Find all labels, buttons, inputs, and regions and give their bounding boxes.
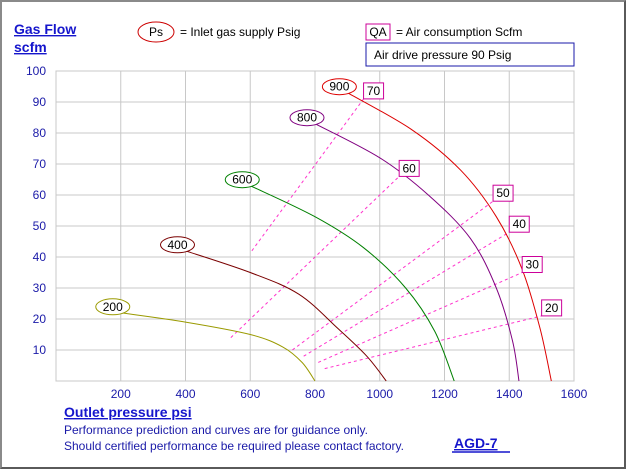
air-consumption-line: [292, 200, 494, 351]
drive-pressure-box: [365, 42, 575, 67]
air-consumption-lines: [230, 98, 542, 370]
y-tick-label: 90: [33, 95, 47, 109]
x-tick-label: 800: [305, 387, 325, 401]
flow-curve: [250, 185, 455, 382]
curve-label: 600: [232, 173, 252, 187]
air-consumption-box: [363, 82, 385, 100]
air-consumption-box: [492, 184, 514, 202]
air-consumption-line: [230, 176, 400, 338]
flow-curve: [347, 92, 552, 382]
x-tick-label: 400: [175, 387, 195, 401]
footnote-line2: Should certified performance be required…: [64, 439, 404, 453]
air-consumption-box: [508, 215, 530, 233]
air-consumption-label: 60: [402, 161, 416, 175]
x-tick-label: 600: [240, 387, 260, 401]
legend-qa-symbol: QA: [369, 25, 386, 39]
y-tick-label: 70: [33, 157, 47, 171]
curve-label: 900: [329, 80, 349, 94]
chart-svg: 10 20 30 40 50 60 70 80 90 100 200 400 600 800 1000 12…: [14, 21, 588, 453]
y-tick-label: 20: [33, 312, 47, 326]
legend-qa-box: [365, 23, 391, 41]
air-consumption-line: [251, 98, 364, 252]
y-tick-label: 10: [33, 343, 47, 357]
x-tick-label: 200: [111, 387, 131, 401]
flow-curves: [120, 92, 552, 382]
air-consumption-line: [324, 315, 542, 370]
air-consumption-label: 70: [367, 84, 381, 98]
x-tick-label: 1200: [431, 387, 458, 401]
air-consumption-box: [541, 299, 563, 317]
curve-label-ellipse: [321, 78, 357, 96]
air-consumption-label: 20: [545, 301, 559, 315]
air-consumption-label: 40: [513, 217, 527, 231]
x-tick-labels: 200 400 600 800 1000 1200 1400 1600: [111, 387, 588, 401]
y-tick-label: 30: [33, 281, 47, 295]
legend-ps-symbol: Ps: [149, 25, 163, 39]
y-axis-title-line1: Gas Flow: [14, 21, 76, 37]
y-tick-labels: 10 20 30 40 50 60 70 80 90 100: [26, 64, 46, 357]
air-consumption-line: [303, 231, 510, 357]
x-tick-label: 1000: [366, 387, 393, 401]
flow-curve: [185, 250, 387, 382]
y-tick-label: 40: [33, 250, 47, 264]
model-label: AGD-7: [454, 435, 498, 451]
legend-ps-text: = Inlet gas supply Psig: [180, 25, 300, 39]
curve-label: 200: [103, 300, 123, 314]
flow-curve: [314, 123, 520, 382]
y-axis-title-line2: scfm: [14, 39, 47, 55]
curve-label-ellipse: [160, 236, 195, 254]
drive-pressure-label: Air drive pressure 90 Psig: [374, 48, 511, 62]
curve-label: 800: [297, 111, 317, 125]
curve-label: 400: [167, 238, 187, 252]
curve-label-ellipse: [95, 298, 131, 316]
curve-label-ellipse: [289, 109, 325, 127]
x-tick-label: 1400: [496, 387, 523, 401]
y-tick-label: 100: [26, 64, 46, 78]
footnote-line1: Performance prediction and curves are fo…: [64, 423, 368, 437]
x-tick-label: 1600: [561, 387, 588, 401]
y-tick-label: 60: [33, 188, 47, 202]
curve-labels: 200 400 600 800 900: [95, 78, 357, 316]
x-axis-title: Outlet pressure psi: [64, 404, 192, 420]
air-consumption-box: [398, 159, 420, 177]
flow-curve: [120, 312, 316, 382]
air-consumption-labels: 70 60 50 40 30 20: [363, 82, 563, 317]
air-consumption-label: 50: [496, 186, 510, 200]
curve-label-ellipse: [224, 171, 260, 189]
air-consumption-box: [521, 256, 543, 273]
legend-ps-ellipse: [137, 21, 175, 43]
y-tick-label: 50: [33, 219, 47, 233]
air-consumption-label: 30: [526, 258, 540, 272]
legend-qa-text: = Air consumption Scfm: [396, 25, 522, 39]
y-tick-label: 80: [33, 126, 47, 140]
air-consumption-line: [318, 272, 523, 363]
